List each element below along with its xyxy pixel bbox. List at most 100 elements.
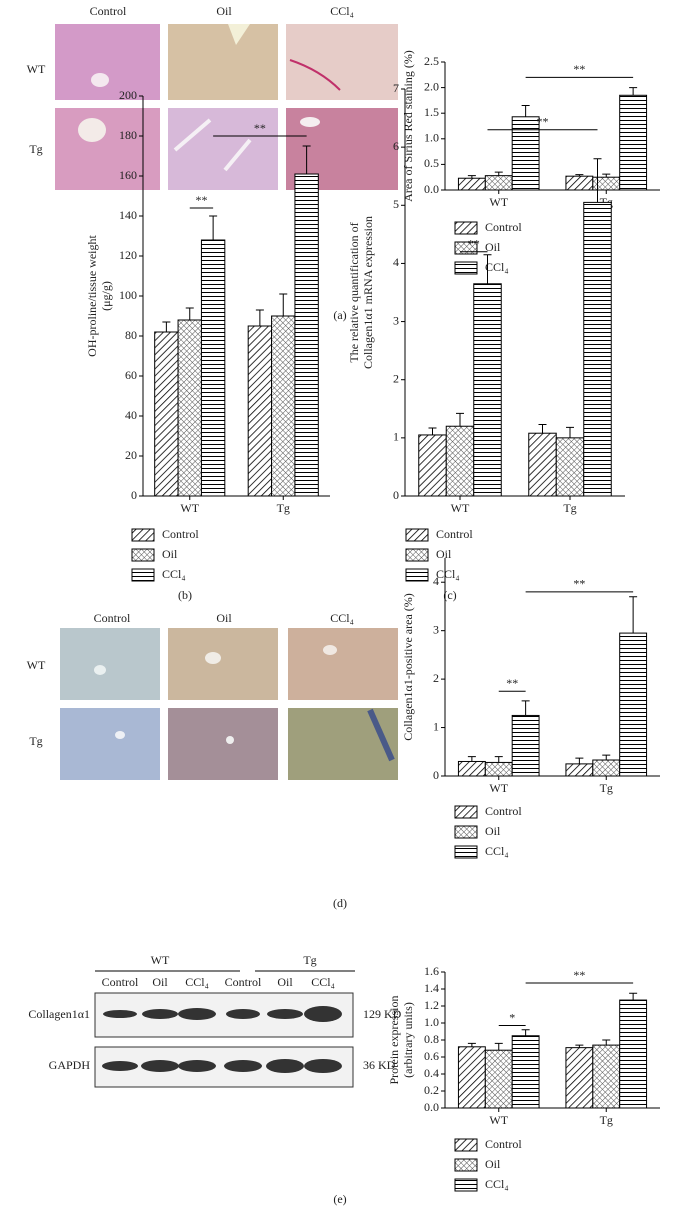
legend-label: Control — [485, 220, 522, 234]
error-bar — [255, 309, 264, 326]
y-tick-label: 80 — [125, 328, 137, 342]
bar — [294, 173, 319, 497]
y-tick-label: 140 — [119, 208, 137, 222]
legend-swatch — [131, 548, 155, 562]
micrographs-d — [60, 628, 398, 780]
error-bar — [538, 423, 547, 434]
bar-chart: 0.0 0.5 1.0 1.5 2.0 2.5 Area of Sirius Red sta… — [401, 50, 660, 275]
y-tick-label: 1.2 — [424, 998, 439, 1012]
row-label: Tg — [29, 734, 42, 748]
error-bar — [467, 756, 476, 762]
lane-label: Oil — [152, 975, 168, 989]
bar — [592, 176, 621, 191]
row-label: Tg — [29, 142, 42, 156]
y-tick-label: 4 — [433, 574, 439, 588]
x-tick-label: WT — [489, 195, 508, 209]
error-bar — [521, 700, 530, 716]
bar — [619, 632, 648, 777]
error-bar — [467, 175, 476, 179]
legend-label: Oil — [485, 240, 501, 254]
significance-label: ** — [573, 577, 585, 591]
error-bar — [629, 87, 638, 96]
column-label: Control — [90, 4, 127, 18]
significance-label: ** — [254, 121, 266, 135]
lane-label: Control — [102, 975, 139, 989]
error-bar — [456, 412, 464, 427]
significance-label: ** — [573, 968, 585, 982]
bar — [484, 1049, 513, 1109]
bar — [565, 1047, 594, 1109]
y-tick-label: 0.4 — [424, 1066, 439, 1080]
size-label: 36 KD — [363, 1058, 396, 1072]
legend-swatch — [454, 1138, 478, 1152]
error-bar — [162, 321, 171, 332]
x-tick-label: WT — [489, 781, 508, 795]
y-tick-label: 200 — [119, 88, 137, 102]
legend-swatch — [454, 845, 478, 859]
error-bar — [575, 1044, 584, 1048]
bar — [555, 437, 585, 497]
bar — [511, 1035, 540, 1109]
bar — [473, 283, 502, 497]
error-bar — [629, 992, 638, 1001]
y-tick-label: 20 — [125, 448, 137, 462]
y-tick-label: 180 — [119, 128, 137, 142]
y-tick-label: 40 — [125, 408, 137, 422]
y-tick-label: 1.5 — [424, 105, 439, 119]
legend-swatch — [131, 528, 155, 542]
bar-chart: 0 1 2 3 4 Collagen1α1-positive area (%) WT Tg Co… — [401, 558, 660, 859]
panel-label: (b) — [178, 588, 192, 602]
y-tick-label: 0.5 — [424, 156, 439, 170]
bar — [565, 763, 594, 777]
y-tick-label: 0.8 — [424, 1032, 439, 1046]
legend-swatch — [131, 568, 155, 582]
column-label: CCl₄ — [330, 4, 354, 18]
y-tick-label: 0 — [131, 488, 137, 502]
legend-label: Oil — [485, 824, 501, 838]
legend-swatch — [454, 221, 478, 235]
significance-label: ** — [468, 237, 480, 251]
column-label: Oil — [216, 4, 232, 18]
bar — [528, 432, 557, 497]
x-tick-label: Tg — [600, 1113, 613, 1127]
bar — [418, 434, 447, 497]
legend-swatch — [454, 825, 478, 839]
x-tick-label: Tg — [277, 501, 290, 515]
legend-label: Control — [485, 804, 522, 818]
bar — [445, 425, 475, 497]
bar — [592, 759, 621, 777]
legend-swatch — [454, 1178, 478, 1192]
legend-swatch — [405, 528, 429, 542]
legend-label: Control — [485, 1137, 522, 1151]
y-tick-label: 0.2 — [424, 1083, 439, 1097]
bar — [484, 175, 513, 191]
column-label: Control — [94, 611, 131, 625]
error-bar — [602, 754, 611, 761]
significance-label: ** — [537, 114, 549, 128]
legend-label: CCl₄ — [162, 567, 186, 581]
legend-swatch — [454, 805, 478, 819]
bar — [484, 761, 513, 777]
y-tick-label: 1.4 — [424, 981, 439, 995]
x-tick-label: WT — [180, 501, 199, 515]
legend-swatch — [454, 1158, 478, 1172]
y-axis-label: Collagen1α1-positive area (%) — [401, 593, 415, 741]
size-label: 129 KD — [363, 1007, 402, 1021]
panel-label: (a) — [333, 308, 346, 322]
error-bar — [602, 173, 611, 178]
x-tick-label: Tg — [600, 781, 613, 795]
legend-swatch — [405, 568, 429, 582]
bar — [619, 999, 648, 1109]
error-bar — [302, 145, 311, 174]
bar — [457, 760, 486, 777]
legend-label: Control — [436, 527, 473, 541]
bar — [619, 94, 648, 191]
panel-label: (c) — [443, 588, 456, 602]
bar — [511, 714, 540, 777]
y-tick-label: 60 — [125, 368, 137, 382]
bar — [177, 319, 202, 497]
y-tick-label: 5 — [393, 197, 399, 211]
y-tick-label: 0.0 — [424, 1100, 439, 1114]
bar — [200, 239, 226, 497]
